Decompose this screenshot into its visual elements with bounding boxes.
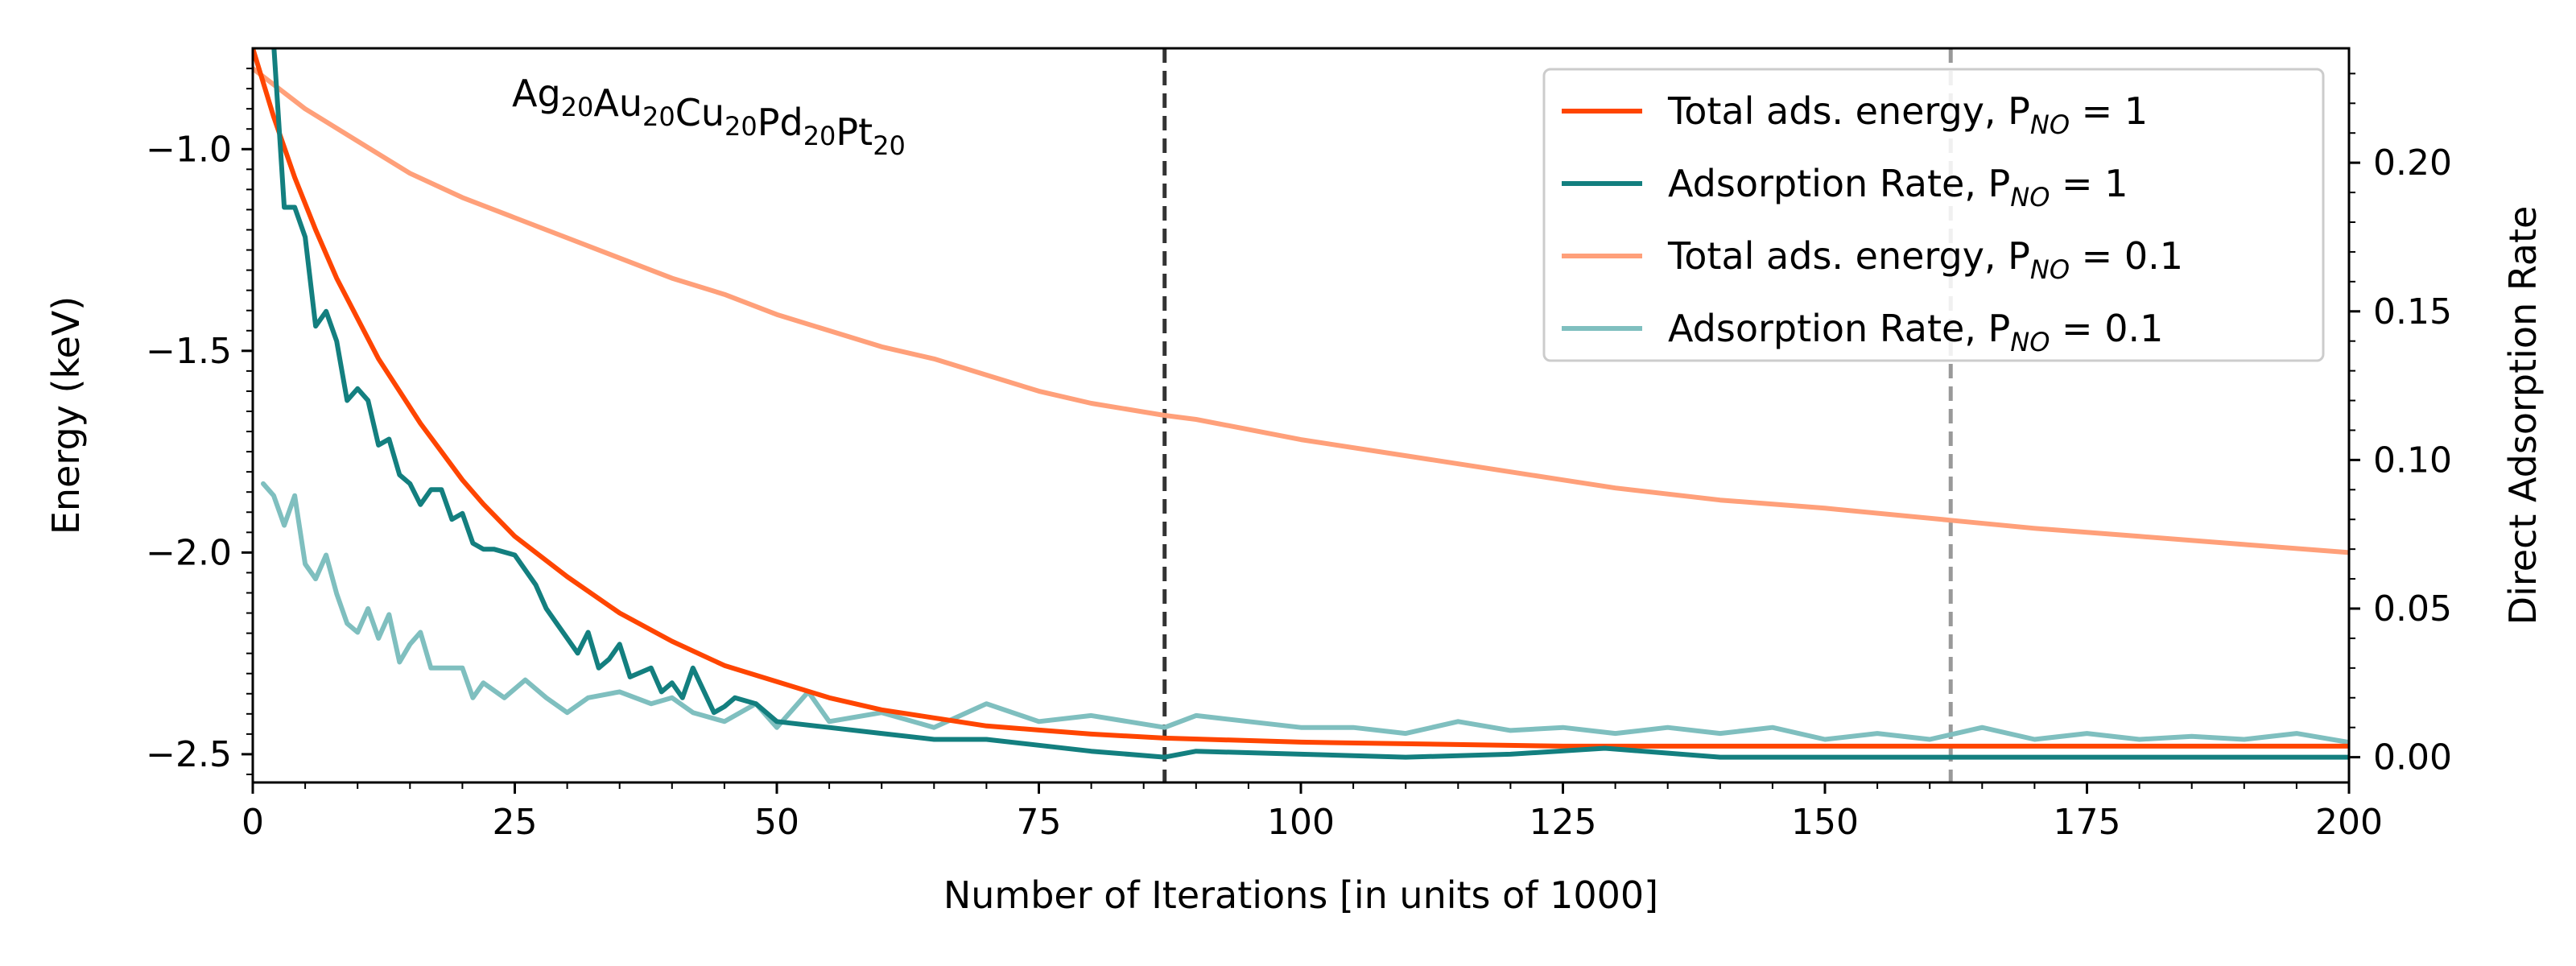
y-tick-label: −2.5 bbox=[146, 734, 232, 775]
x-axis-label: Number of Iterations [in units of 1000] bbox=[943, 873, 1658, 917]
x-tick-label: 200 bbox=[2315, 802, 2383, 843]
x-tick-label: 75 bbox=[1017, 802, 1062, 843]
y-axis-label: Energy (keV) bbox=[44, 296, 88, 535]
series-layer bbox=[253, 48, 2349, 760]
y-axis-left: −2.5 −2.0 −1.5 −1.0 bbox=[146, 68, 253, 775]
alloy-annotation: Ag20Au20Cu20Pd20Pt20 bbox=[512, 72, 906, 161]
series-line bbox=[253, 66, 2349, 555]
legend-box bbox=[1542, 68, 2325, 362]
x-tick-label: 175 bbox=[2054, 802, 2121, 843]
y-tick-label: −1.0 bbox=[146, 129, 232, 170]
y-tick-label: −2.0 bbox=[146, 532, 232, 573]
legend-label: Total ads. energy, PNO = 1 bbox=[1667, 89, 2148, 140]
y-axis-right: 0.00 0.05 0.10 0.15 0.20 bbox=[2349, 72, 2452, 778]
y2-tick-label: 0.00 bbox=[2373, 737, 2452, 778]
legend: Total ads. energy, PNO = 1 Adsorption Rat… bbox=[1542, 68, 2325, 362]
y2-tick-label: 0.20 bbox=[2373, 142, 2452, 184]
legend-label: Total ads. energy, PNO = 0.1 bbox=[1667, 234, 2183, 285]
x-tick-label: 0 bbox=[242, 802, 264, 843]
x-tick-label: 125 bbox=[1530, 802, 1597, 843]
series-line bbox=[253, 48, 2349, 749]
series-line bbox=[271, 48, 2349, 760]
y2-tick-label: 0.05 bbox=[2373, 588, 2452, 630]
x-tick-label: 150 bbox=[1791, 802, 1859, 843]
x-axis: 0 25 50 75 100 125 150 175 200 bbox=[242, 782, 2383, 843]
y2-tick-label: 0.15 bbox=[2373, 291, 2452, 332]
x-tick-label: 25 bbox=[493, 802, 538, 843]
x-tick-label: 50 bbox=[754, 802, 799, 843]
legend-label: Adsorption Rate, PNO = 0.1 bbox=[1668, 307, 2163, 357]
y-tick-label: −1.5 bbox=[146, 331, 232, 372]
y2-axis-label: Direct Adsorption Rate bbox=[2501, 206, 2545, 625]
x-tick-label: 100 bbox=[1267, 802, 1335, 843]
legend-label: Adsorption Rate, PNO = 1 bbox=[1668, 162, 2128, 213]
y2-tick-label: 0.10 bbox=[2373, 440, 2452, 481]
